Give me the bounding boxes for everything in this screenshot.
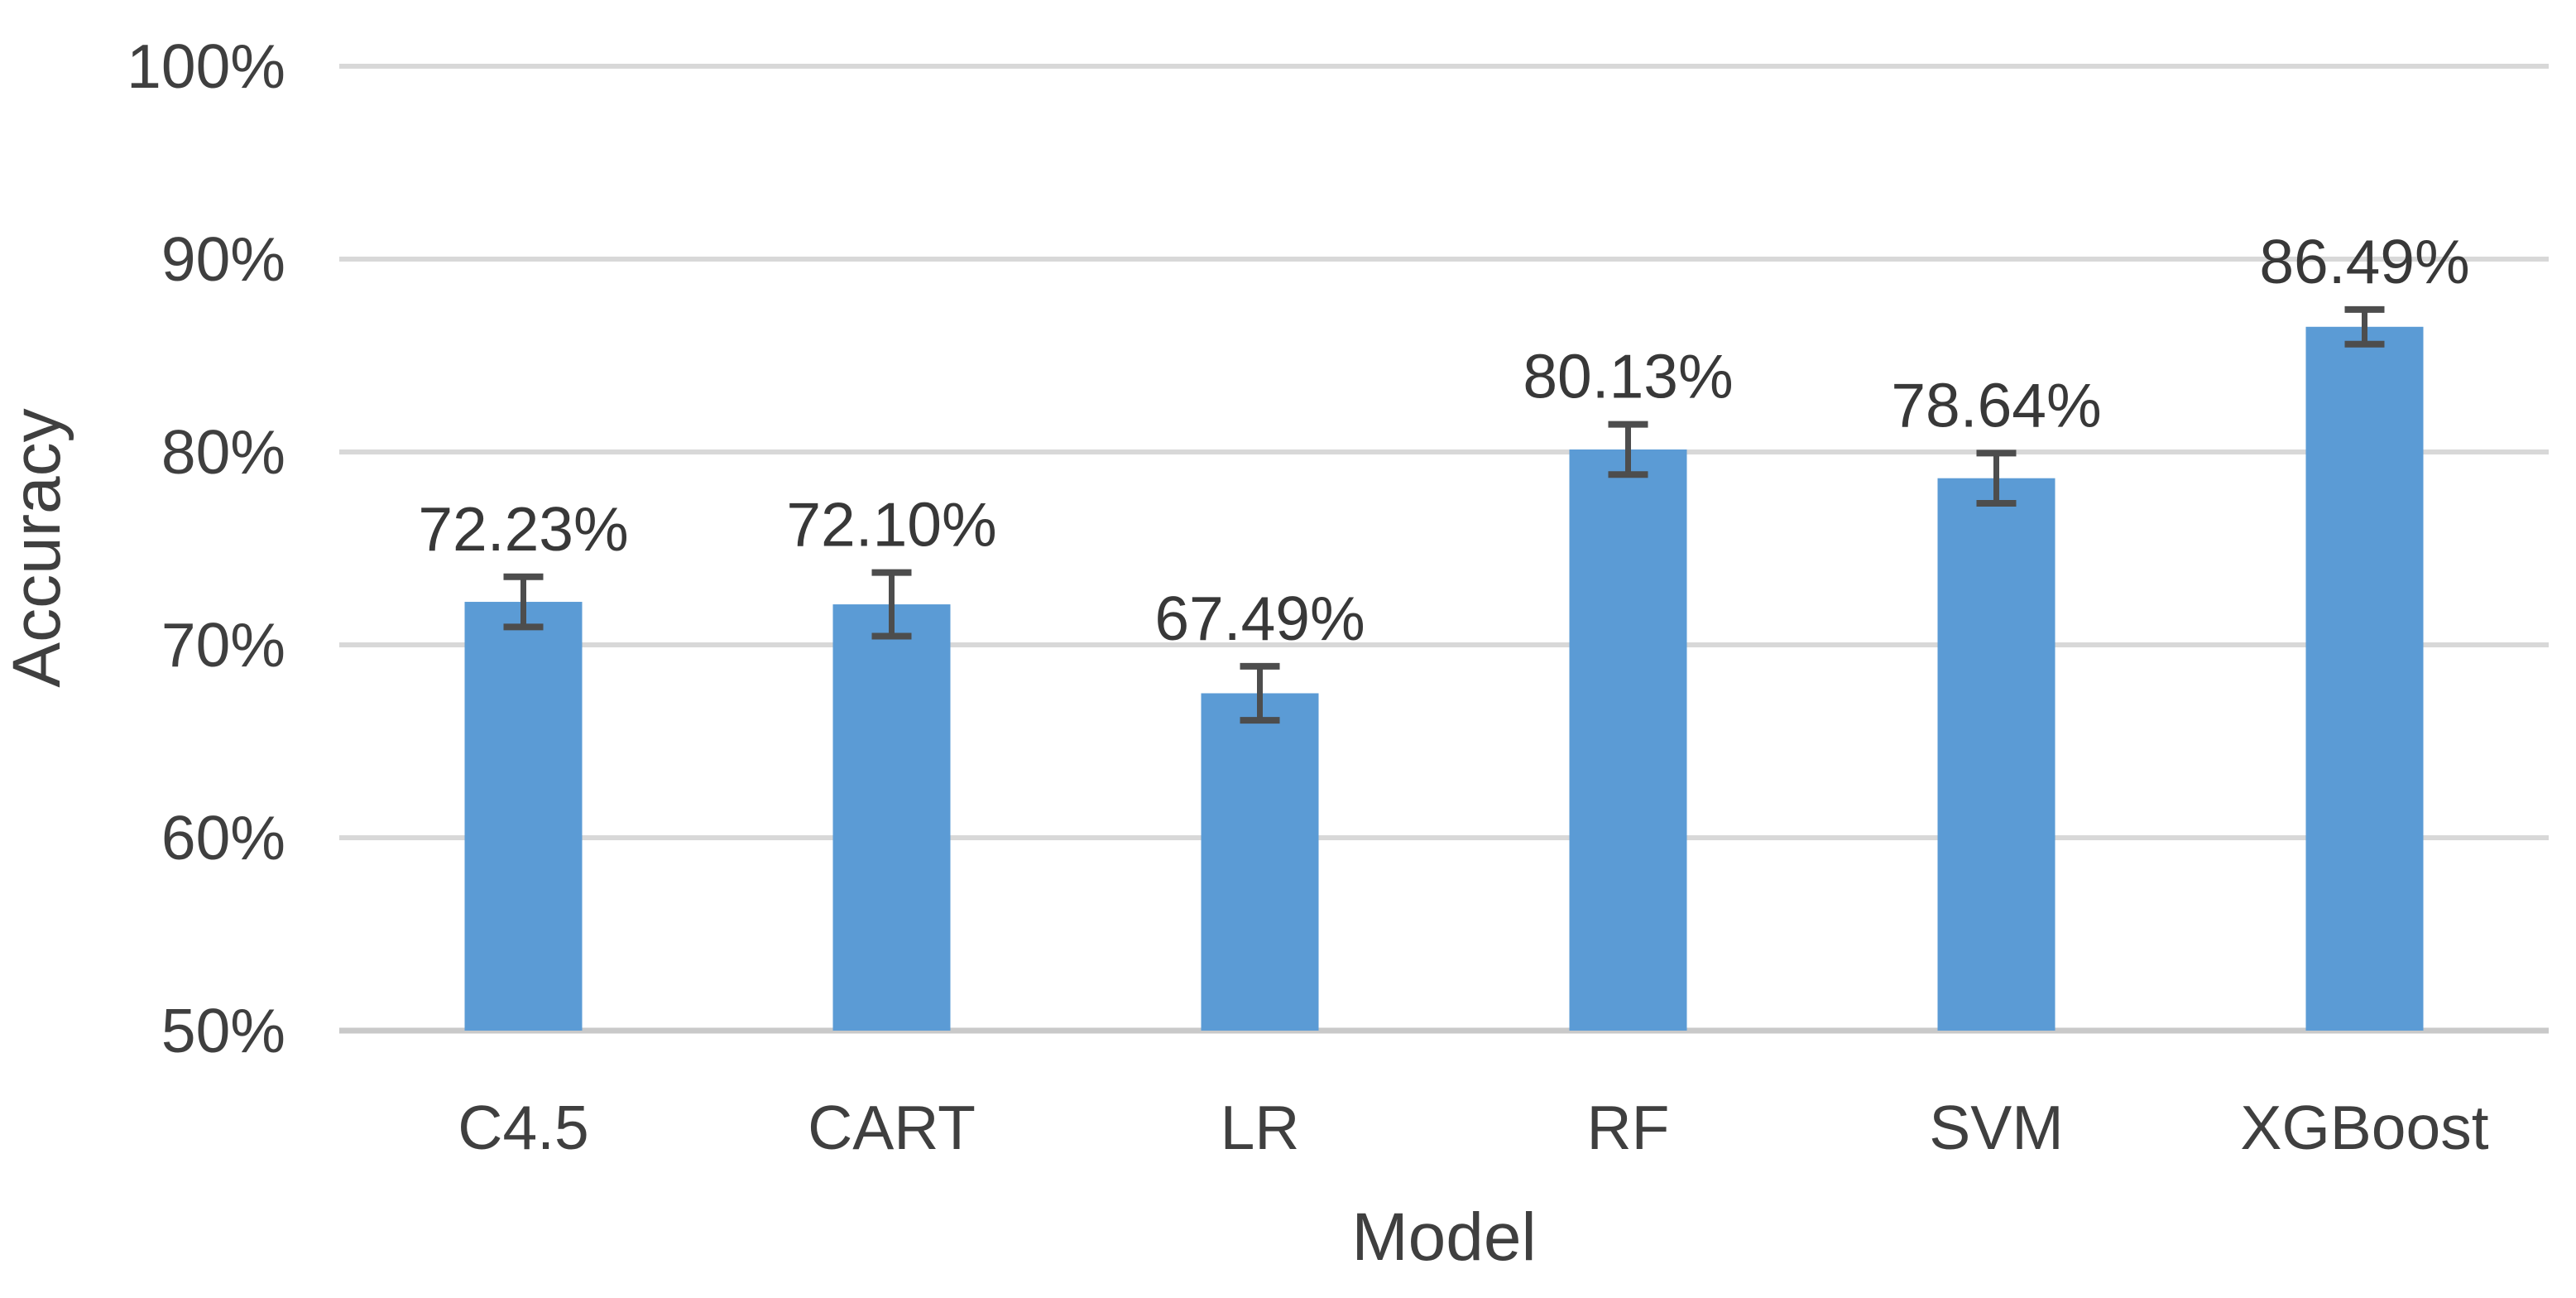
y-tick-label: 80% bbox=[161, 417, 285, 487]
bar-value-label: 86.49% bbox=[2259, 227, 2469, 296]
y-tick-label: 90% bbox=[161, 224, 285, 294]
error-bars bbox=[503, 305, 2385, 724]
y-tick-label: 70% bbox=[161, 610, 285, 680]
y-tick-label: 100% bbox=[127, 31, 285, 101]
bar-series bbox=[464, 326, 2424, 1031]
x-tick-label: SVM bbox=[1929, 1093, 2064, 1162]
x-tick-label: XGBoost bbox=[2240, 1093, 2488, 1162]
bar bbox=[2305, 326, 2424, 1031]
x-axis-tick-labels: C4.5 CART LR RF SVM XGBoost bbox=[458, 1093, 2488, 1162]
bar bbox=[1201, 693, 1319, 1031]
bar-value-label: 78.64% bbox=[1891, 370, 2101, 440]
bar-value-label: 67.49% bbox=[1154, 584, 1365, 653]
bar bbox=[464, 602, 583, 1031]
y-tick-label: 50% bbox=[161, 996, 285, 1065]
bar-value-label: 72.23% bbox=[418, 494, 628, 564]
x-tick-label: C4.5 bbox=[458, 1093, 588, 1162]
bar-value-label: 72.10% bbox=[786, 490, 996, 560]
y-axis-tick-labels: 50% 60% 70% 80% 90% 100% bbox=[127, 31, 285, 1065]
x-tick-label: LR bbox=[1221, 1093, 1300, 1162]
x-tick-label: RF bbox=[1587, 1093, 1670, 1162]
bar bbox=[832, 604, 951, 1031]
bar-value-label: 80.13% bbox=[1523, 342, 1733, 411]
x-tick-label: CART bbox=[808, 1093, 976, 1162]
data-labels: 72.23% 72.10% 67.49% 80.13% 78.64% 86.49% bbox=[418, 227, 2469, 653]
bar bbox=[1937, 478, 2056, 1031]
y-tick-label: 60% bbox=[161, 803, 285, 873]
x-axis-title: Model bbox=[1351, 1199, 1536, 1275]
y-axis-title: Accuracy bbox=[0, 408, 74, 687]
bar bbox=[1569, 449, 1687, 1031]
gridlines bbox=[339, 64, 2549, 1034]
